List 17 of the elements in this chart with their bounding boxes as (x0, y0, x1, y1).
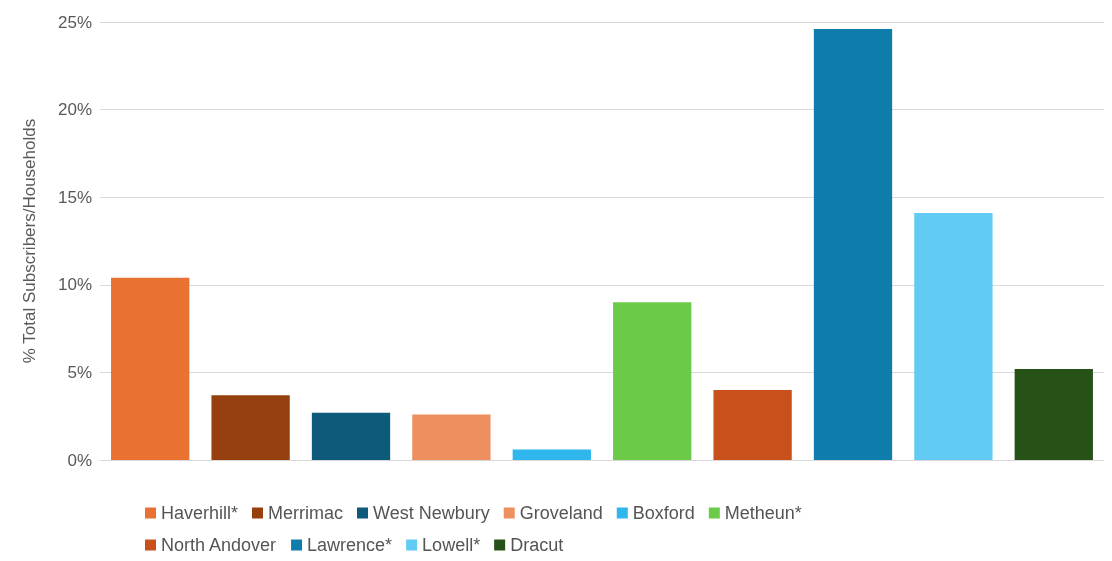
legend-label: Metheun* (724, 503, 802, 523)
legend-label: Groveland (519, 503, 603, 523)
legend-label: Haverhill* (161, 503, 239, 523)
legend-label: West Newbury (373, 503, 490, 523)
legend-label: Merrimac (268, 503, 344, 523)
legend-label: Lowell* (422, 535, 481, 555)
legend-label: Lawrence* (307, 535, 393, 555)
legend-label: Boxford (632, 503, 695, 523)
y-tick-label: 25% (57, 12, 92, 32)
y-tick-label: 20% (57, 100, 92, 120)
y-axis-title: % Total Subscribers/Households (20, 118, 39, 364)
y-tick-label: 0% (67, 450, 92, 470)
y-tick-label: 10% (57, 275, 92, 295)
legend-label: Dracut (510, 535, 564, 555)
y-tick-label: 15% (57, 187, 92, 207)
legend-label: North Andover (161, 535, 277, 555)
y-tick-label: 5% (67, 362, 92, 382)
